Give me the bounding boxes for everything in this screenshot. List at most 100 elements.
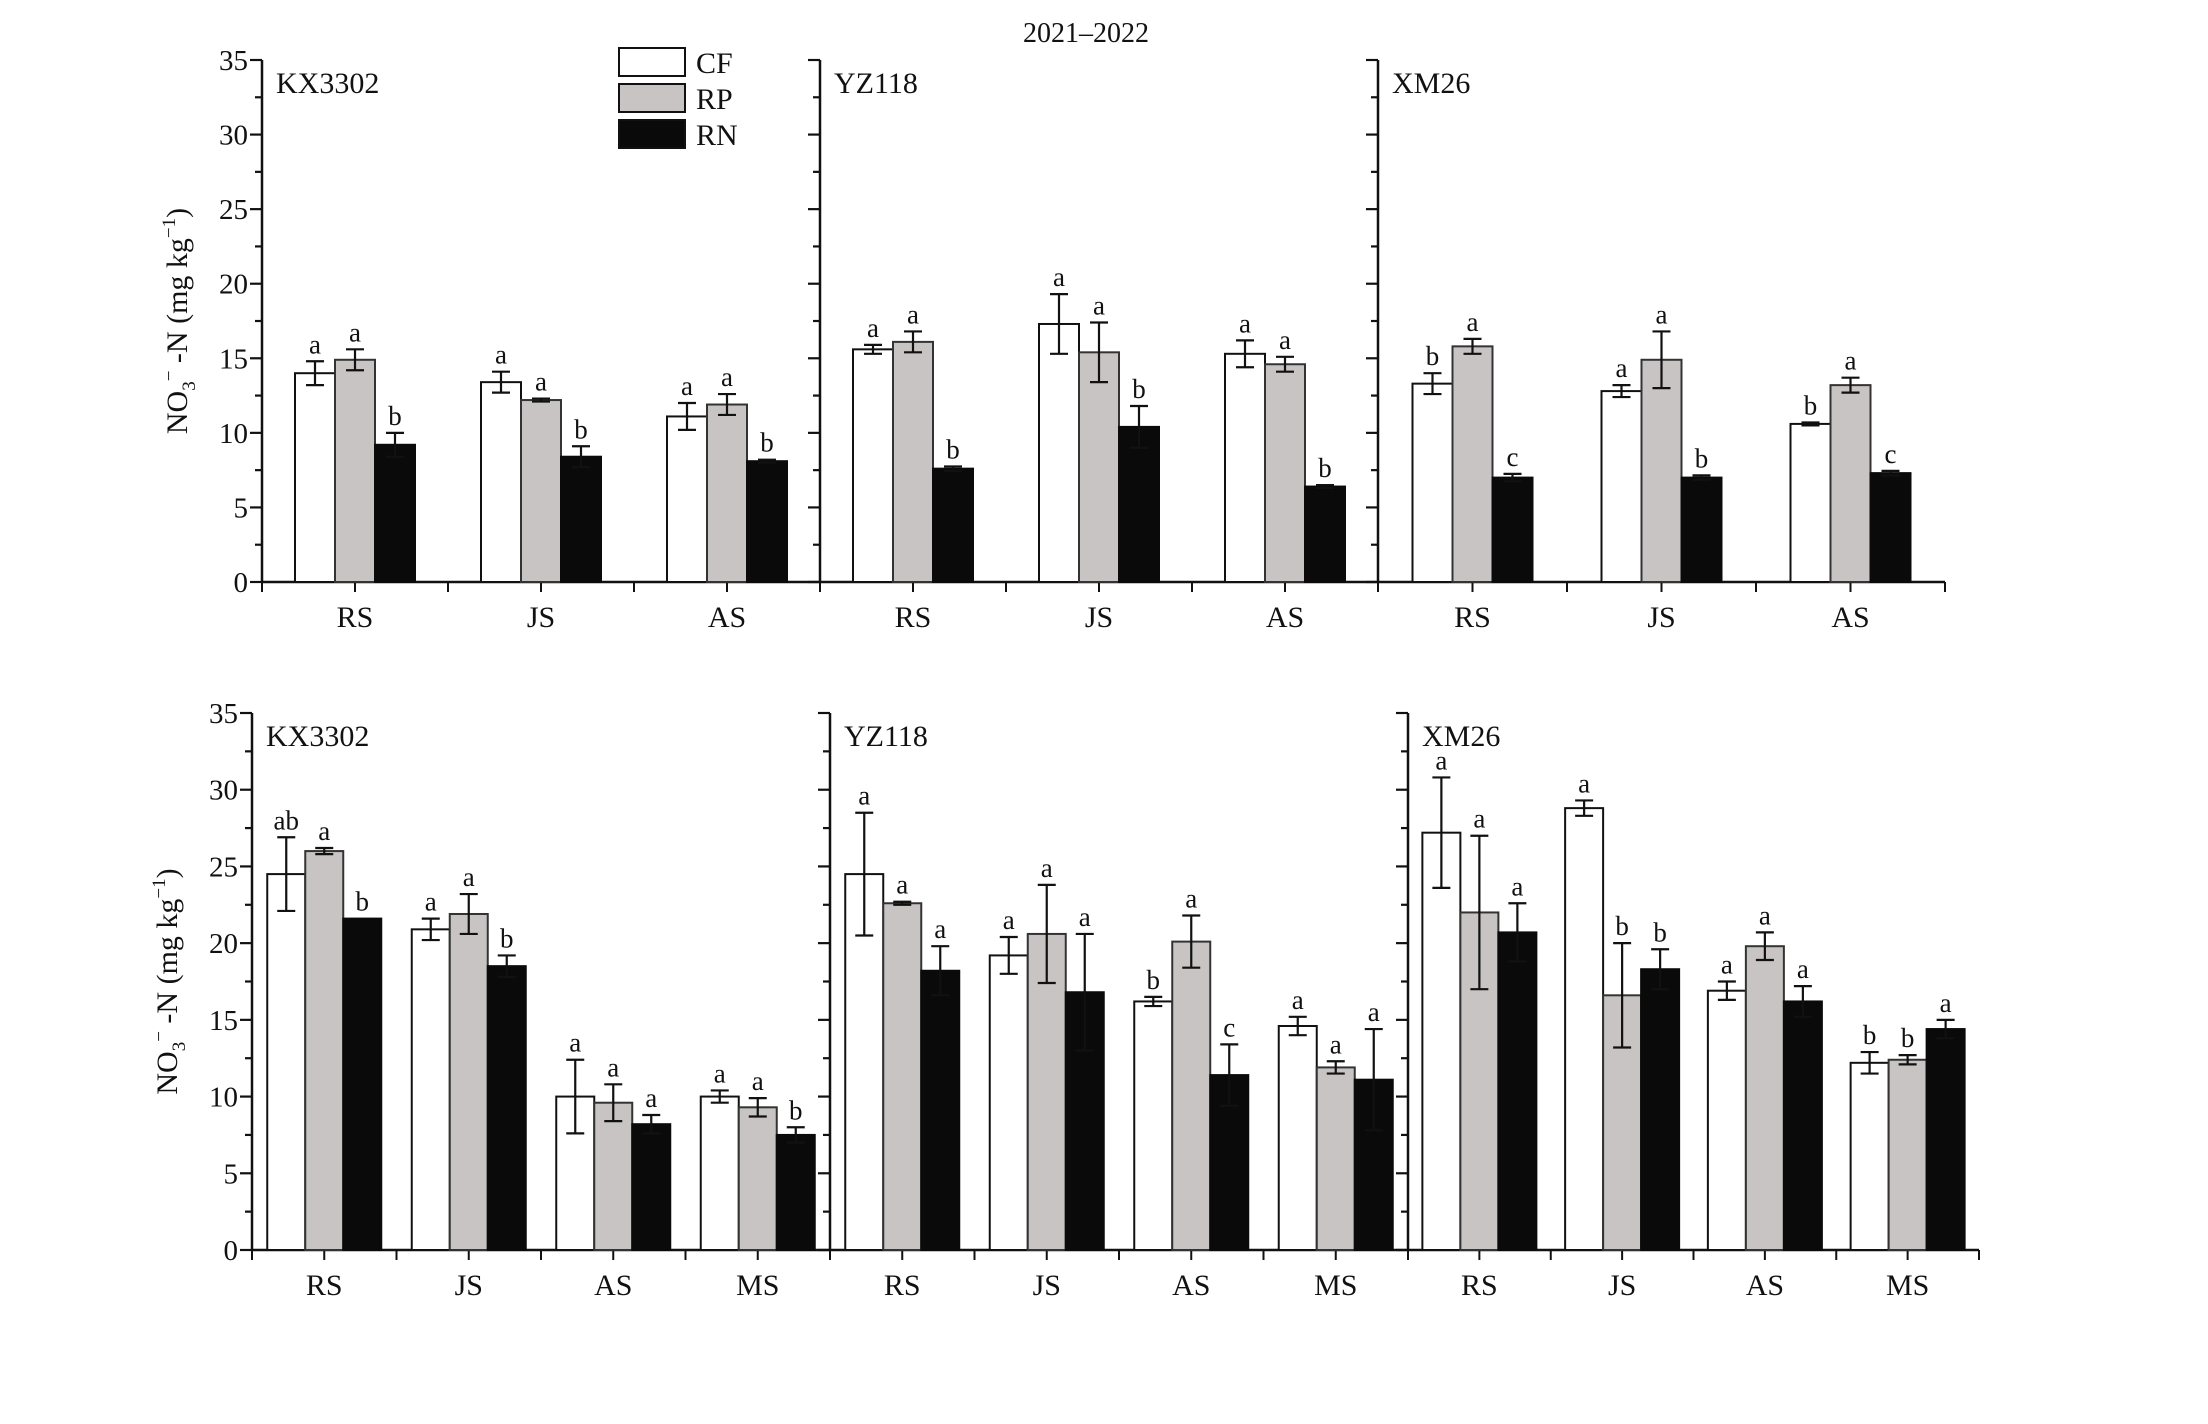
y-tick-label: 10 bbox=[209, 1082, 238, 1114]
bar-rp bbox=[1078, 351, 1120, 583]
x-category-label: RS bbox=[1461, 1269, 1498, 1302]
bar-cf bbox=[1849, 1061, 1890, 1251]
y-tick-label: 5 bbox=[224, 1158, 239, 1190]
significance-letter: a bbox=[1511, 871, 1523, 901]
bar-cf bbox=[266, 873, 307, 1251]
y-tick-label: 25 bbox=[209, 851, 238, 883]
bar-cf bbox=[480, 381, 522, 583]
bar-rn bbox=[1491, 476, 1534, 584]
bar-cf bbox=[294, 372, 336, 584]
x-category-label: JS bbox=[1608, 1269, 1636, 1302]
bar-cf bbox=[1600, 390, 1643, 583]
bar-cf bbox=[1564, 807, 1605, 1252]
x-category-label: MS bbox=[1886, 1269, 1929, 1302]
y-axis-label-part: ) bbox=[161, 208, 194, 218]
bar-rp bbox=[1315, 1066, 1356, 1252]
legend-swatch-cf bbox=[618, 47, 686, 77]
y-tick-label: 5 bbox=[234, 492, 249, 524]
significance-letter: a bbox=[1435, 745, 1447, 775]
significance-letter: a bbox=[867, 313, 879, 343]
bar-cf bbox=[1706, 989, 1747, 1251]
significance-letter: a bbox=[934, 914, 946, 944]
significance-letter: b bbox=[388, 401, 402, 431]
significance-letter: a bbox=[1003, 905, 1015, 935]
bar-rp bbox=[892, 340, 934, 583]
significance-letter: a bbox=[896, 870, 908, 900]
legend-label-rp: RP bbox=[696, 83, 733, 116]
bar-rp bbox=[1264, 363, 1306, 583]
bar-rp bbox=[593, 1101, 634, 1252]
bar-rn bbox=[1782, 1000, 1823, 1252]
bar-cf bbox=[1421, 831, 1462, 1251]
bar-rn bbox=[1925, 1028, 1966, 1252]
significance-letter: a bbox=[1093, 290, 1105, 320]
bar-rn bbox=[374, 443, 416, 583]
y-axis-label-sup: − bbox=[149, 1031, 170, 1042]
significance-letter: a bbox=[425, 887, 437, 917]
bar-rp bbox=[520, 399, 562, 583]
x-category-label: MS bbox=[1314, 1269, 1357, 1302]
significance-letter: a bbox=[1721, 950, 1733, 980]
x-category-label: AS bbox=[1746, 1269, 1784, 1302]
x-category-label: RS bbox=[306, 1269, 343, 1302]
chart-title: 2021–2022 bbox=[1023, 18, 1149, 49]
x-category-label: JS bbox=[455, 1269, 483, 1302]
bar-rn bbox=[486, 965, 527, 1252]
significance-letter: b bbox=[356, 887, 370, 917]
significance-letter: a bbox=[721, 362, 733, 392]
significance-letter: b bbox=[1695, 443, 1709, 473]
bar-rp bbox=[334, 358, 376, 583]
x-category-label: AS bbox=[594, 1269, 632, 1302]
y-axis-label-sub: 3 bbox=[169, 1042, 190, 1052]
bar-cf bbox=[1133, 1000, 1174, 1252]
bar-rp bbox=[1744, 945, 1785, 1251]
significance-letter: a bbox=[495, 340, 507, 370]
bar-rn bbox=[920, 969, 961, 1251]
significance-letter: a bbox=[463, 862, 475, 892]
y-axis-label-part: NO bbox=[161, 391, 194, 434]
bar-cf bbox=[410, 928, 451, 1251]
significance-letter: a bbox=[1616, 353, 1628, 383]
panel-title: XM26 bbox=[1392, 67, 1470, 100]
bar-rn bbox=[746, 460, 788, 583]
significance-letter: b bbox=[1147, 965, 1161, 995]
legend-swatch-rn bbox=[618, 119, 686, 149]
y-tick-label: 15 bbox=[209, 1005, 238, 1037]
significance-letter: b bbox=[1426, 341, 1440, 371]
y-tick-label: 30 bbox=[219, 120, 248, 152]
significance-letter: b bbox=[946, 434, 960, 464]
significance-letter: a bbox=[1079, 902, 1091, 932]
y-axis-label-sub: 3 bbox=[179, 381, 200, 391]
y-axis-label: NO3− -N (mg kg−1) bbox=[159, 208, 200, 434]
significance-letter: a bbox=[349, 317, 361, 347]
significance-letter: a bbox=[1053, 262, 1065, 292]
panel-title: XM26 bbox=[1422, 720, 1500, 753]
bar-cf bbox=[1038, 322, 1080, 583]
y-axis-label-sup: − bbox=[159, 371, 180, 382]
bar-rn bbox=[631, 1123, 672, 1252]
significance-letter: a bbox=[1578, 768, 1590, 798]
bar-rn bbox=[560, 455, 602, 583]
bar-rp bbox=[882, 902, 923, 1251]
significance-letter: a bbox=[309, 329, 321, 359]
y-tick-label: 20 bbox=[209, 928, 238, 960]
significance-letter: a bbox=[607, 1052, 619, 1082]
significance-letter: a bbox=[907, 299, 919, 329]
bar-rn bbox=[1304, 485, 1346, 584]
y-tick-label: 30 bbox=[209, 775, 238, 807]
significance-letter: a bbox=[1041, 853, 1053, 883]
significance-letter: a bbox=[1797, 954, 1809, 984]
significance-letter: a bbox=[1473, 804, 1485, 834]
significance-letter: b bbox=[1132, 374, 1146, 404]
bar-rn bbox=[932, 467, 974, 583]
significance-letter: a bbox=[535, 367, 547, 397]
significance-letter: c bbox=[1885, 439, 1897, 469]
significance-letter: b bbox=[574, 414, 588, 444]
significance-letter: a bbox=[645, 1083, 657, 1113]
bar-cf bbox=[1411, 382, 1454, 584]
bar-rn bbox=[1497, 931, 1538, 1251]
